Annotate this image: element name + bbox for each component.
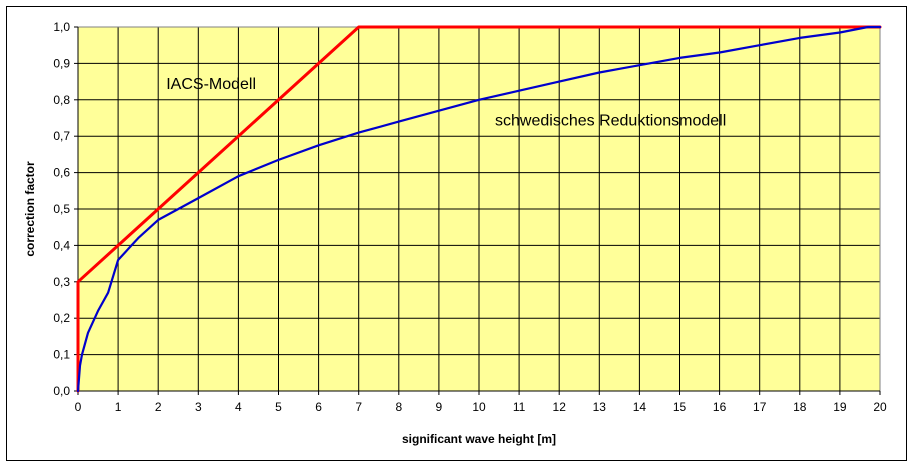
series-group [76, 25, 882, 393]
x-axis-title: significant wave height [m] [402, 432, 556, 446]
x-tick-label: 12 [553, 400, 567, 414]
x-tick-label: 3 [195, 400, 202, 414]
x-tick-label: 9 [436, 400, 443, 414]
y-tick-label: 0,6 [53, 166, 70, 180]
x-tick-label: 18 [793, 400, 807, 414]
x-tick-label: 19 [833, 400, 847, 414]
x-tick-label: 11 [513, 400, 526, 414]
x-tick-label: 6 [315, 400, 322, 414]
y-tick-label: 0,3 [53, 275, 70, 289]
y-tick-label: 0,5 [53, 202, 70, 216]
x-tick-label: 0 [75, 400, 82, 414]
y-tick-label: 0,4 [53, 238, 70, 252]
y-tick-label: 0,8 [53, 93, 70, 107]
x-tick-label: 17 [753, 400, 767, 414]
x-tick-label: 2 [155, 400, 162, 414]
series-line-swedish [76, 25, 882, 393]
x-tick-label: 13 [593, 400, 607, 414]
x-tick-label: 4 [235, 400, 242, 414]
x-tick-label: 7 [355, 400, 362, 414]
x-tick-label: 10 [472, 400, 486, 414]
y-tick-label: 0,2 [53, 311, 70, 325]
annotations: IACS-Modell schwedisches Reduktionsmodell [166, 76, 726, 129]
y-tick-label: 0,7 [53, 129, 70, 143]
x-tick-label: 1 [115, 400, 122, 414]
x-tick-label: 15 [673, 400, 687, 414]
x-tick-label: 16 [713, 400, 727, 414]
x-tick-label: 20 [873, 400, 887, 414]
x-tick-label: 8 [395, 400, 402, 414]
y-tick-label: 1,0 [53, 20, 70, 34]
series-line-iacs [76, 25, 882, 393]
y-tick-labels: 0,0 0,1 0,2 0,3 0,4 0,5 0,6 0,7 0,8 0,9 1,0 [53, 20, 78, 398]
x-tick-labels: 0 1 2 3 4 5 6 7 8 9 10 11 12 13 14 15 16 17 18 19 20 [75, 391, 887, 414]
annotation-label: schwedisches Reduktionsmodell [495, 112, 726, 129]
annotation-label: IACS-Modell [166, 76, 256, 93]
y-axis-title: correction factor [23, 161, 37, 257]
y-tick-label: 0,9 [53, 56, 70, 70]
x-tick-label: 14 [633, 400, 647, 414]
y-tick-label: 0,0 [53, 384, 70, 398]
y-tick-label: 0,1 [53, 348, 70, 362]
x-tick-label: 5 [275, 400, 282, 414]
